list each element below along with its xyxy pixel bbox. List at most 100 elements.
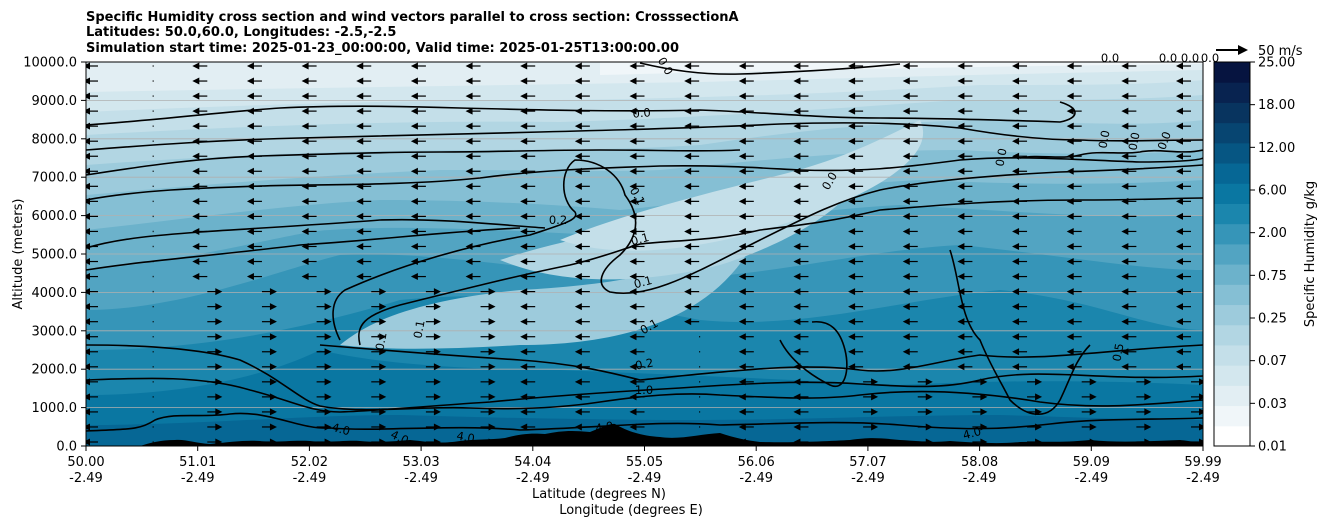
wind-arrow	[465, 62, 481, 70]
wind-arrow-head	[980, 438, 988, 446]
colorbar-swatch	[1214, 82, 1250, 103]
wind-arrow-head	[269, 378, 277, 386]
wind-arrow	[793, 107, 809, 115]
wind-arrow	[1176, 363, 1191, 371]
wind-arrow-head	[301, 77, 309, 85]
chart-title-line-1: Specific Humidity cross section and wind…	[86, 10, 739, 25]
wind-arrow	[684, 197, 700, 205]
wind-arrow	[848, 212, 864, 220]
wind-arrow-head	[738, 288, 746, 296]
wind-arrow-head	[215, 318, 223, 326]
wind-arrow-head	[1121, 273, 1129, 281]
wind-arrow-head	[848, 107, 856, 115]
wind-arrow-head	[848, 333, 856, 341]
wind-arrow	[1066, 333, 1082, 341]
wind-arrow-head	[1144, 438, 1152, 446]
wind-arrow	[793, 438, 809, 446]
wind-arrow-head	[574, 438, 582, 446]
wind-arrow	[371, 348, 387, 356]
wind-arrow-head	[215, 378, 223, 386]
wind-arrow-head	[301, 92, 309, 100]
wind-arrow-head	[1199, 378, 1203, 386]
wind-arrow	[301, 182, 317, 190]
wind-arrow-head	[629, 258, 637, 266]
wind-arrow-head	[86, 393, 90, 401]
wind-arrow	[1027, 408, 1043, 416]
wind-arrow-head	[1066, 197, 1074, 205]
wind-arrow	[848, 288, 864, 296]
wind-arrow-head	[574, 318, 582, 326]
wind-arrow	[1121, 348, 1137, 356]
wind-arrow	[316, 438, 332, 446]
wind-arrow	[86, 423, 98, 431]
wind-arrow-head	[86, 288, 90, 296]
wind-arrow-head	[86, 227, 90, 235]
wind-arrow	[738, 393, 754, 401]
wind-arrow-head	[574, 378, 582, 386]
wind-arrow	[848, 182, 864, 190]
wind-arrow	[1066, 197, 1082, 205]
wind-arrow	[261, 438, 277, 446]
wind-arrow	[207, 348, 223, 356]
x-tick-label-lat: 55.05	[626, 455, 663, 470]
x-tick-label-lon: -2.49	[1074, 471, 1108, 486]
wind-arrow-head	[902, 212, 910, 220]
wind-arrow-head	[86, 92, 90, 100]
wind-arrow-head	[738, 77, 746, 85]
wind-arrow-head	[433, 303, 441, 311]
wind-arrow-head	[793, 182, 801, 190]
wind-arrow-head	[848, 273, 856, 281]
wind-arrow-head	[793, 438, 801, 446]
wind-arrow	[261, 318, 277, 326]
wind-arrow	[1176, 227, 1191, 235]
wind-arrow	[301, 258, 317, 266]
wind-arrow-head	[684, 62, 692, 70]
wind-arrow-head	[379, 288, 387, 296]
wind-arrow-head	[902, 333, 910, 341]
wind-arrow-head	[246, 92, 254, 100]
wind-arrow-head	[629, 348, 637, 356]
wind-arrow-head	[301, 197, 309, 205]
x-tick-label-lon: -2.49	[963, 471, 997, 486]
chart-title-line-3: Simulation start time: 2025-01-23_00:00:…	[86, 41, 679, 56]
wind-arrow	[1121, 197, 1137, 205]
wind-arrow	[425, 288, 441, 296]
wind-arrow	[574, 137, 590, 145]
wind-arrow	[1066, 92, 1082, 100]
wind-arrow	[957, 182, 973, 190]
wind-arrow-head	[1176, 273, 1183, 281]
wind-arrow-head	[1121, 227, 1129, 235]
colorbar-tick-label: 0.07	[1258, 354, 1287, 369]
wind-arrow-head	[848, 348, 856, 356]
wind-arrow	[246, 212, 262, 220]
wind-arrow-head	[379, 303, 387, 311]
wind-arrow	[425, 393, 441, 401]
wind-arrow-head	[925, 438, 933, 446]
wind-arrow-head	[684, 227, 692, 235]
wind-arrow-head	[488, 363, 496, 371]
wind-arrow	[738, 273, 754, 281]
wind-arrow	[356, 258, 372, 266]
wind-arrow	[1176, 137, 1191, 145]
wind-arrow	[1176, 62, 1191, 70]
wind-arrow-head	[1066, 258, 1074, 266]
wind-arrow-head	[215, 393, 223, 401]
wind-arrow	[425, 438, 441, 446]
wind-arrow	[316, 393, 332, 401]
wind-arrow	[684, 303, 700, 311]
contour-label: 0.0	[1159, 51, 1177, 65]
wind-arrow-head	[793, 378, 801, 386]
wind-arrow	[301, 167, 317, 175]
wind-arrow-head	[488, 318, 496, 326]
wind-arrow-head	[957, 62, 965, 70]
wind-arrow	[1066, 107, 1082, 115]
colorbar-label: Specific Humidity g/kg	[1303, 181, 1318, 327]
wind-arrow	[957, 122, 973, 130]
wind-arrow-head	[793, 333, 801, 341]
wind-arrow-head	[520, 122, 528, 130]
wind-arrow-head	[86, 242, 90, 250]
wind-arrow-head	[1176, 107, 1183, 115]
wind-arrow	[246, 137, 262, 145]
wind-arrow	[574, 107, 590, 115]
